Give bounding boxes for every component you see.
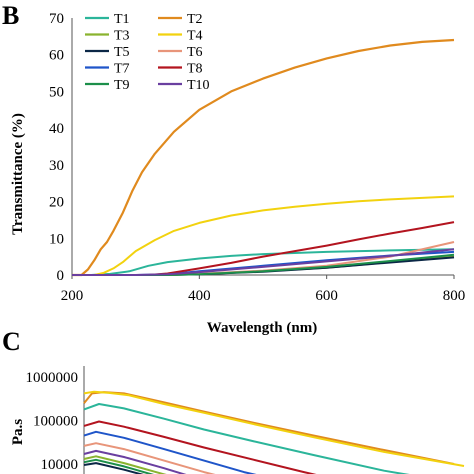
chart-b-ytick-label: 70 xyxy=(49,11,64,27)
chart-b-series-t6 xyxy=(72,241,455,276)
chart-b-xlabel: Wavelength (nm) xyxy=(207,320,317,336)
chart-c-ytick-label: 1000000 xyxy=(26,370,79,386)
chart-c-series-line xyxy=(83,462,144,474)
chart-b-ytick-label: 30 xyxy=(49,158,64,174)
legend-label-t4: T4 xyxy=(187,29,203,44)
chart-c-series-line xyxy=(83,403,410,474)
chart-b-ytick-label: 20 xyxy=(49,195,64,211)
chart-b-ytick-label: 0 xyxy=(57,268,65,284)
legend-label-t10: T10 xyxy=(187,78,210,93)
chart-c-series-line xyxy=(83,430,257,474)
chart-b-xtick-label: 600 xyxy=(315,288,338,304)
chart-c-series-line xyxy=(83,458,155,474)
chart-c-ylabel: Pa.s xyxy=(10,419,26,445)
legend-label-t5: T5 xyxy=(114,45,130,60)
legend-label-t2: T2 xyxy=(187,12,203,27)
chart-b-series-t4 xyxy=(72,195,455,276)
chart-c-ytick-label: 100000 xyxy=(33,414,78,430)
chart-b-xtick-label: 400 xyxy=(188,288,211,304)
legend-label-t1: T1 xyxy=(114,12,130,27)
chart-b-ytick-label: 50 xyxy=(49,84,64,100)
chart-c-series-line xyxy=(83,455,167,474)
legend-label-t6: T6 xyxy=(187,45,203,60)
chart-b-xtick-label: 800 xyxy=(443,288,466,304)
chart-b-series-t10 xyxy=(72,248,455,276)
legend-label-t7: T7 xyxy=(114,62,130,77)
chart-c-series-line xyxy=(83,449,187,474)
chart-b-ytick-label: 40 xyxy=(49,121,64,137)
chart-b-ytick-label: 60 xyxy=(49,48,64,64)
chart-b: 0 10 20 30 40 50 60 70 200 400 600 800 T1 T2 T3 T4 T5 T6 T… xyxy=(49,11,465,304)
legend-label-t9: T9 xyxy=(114,78,130,93)
chart-b-xtick-label: 200 xyxy=(61,288,84,304)
chart-b-ytick-label: 10 xyxy=(49,231,64,247)
chart-c: 10000 100000 1000000 xyxy=(26,366,465,474)
panel-b-letter: B xyxy=(2,1,19,30)
chart-c-series-line xyxy=(83,420,317,474)
panel-c-letter: C xyxy=(2,327,21,356)
chart-b-series-t2 xyxy=(72,38,455,277)
chart-b-ylabel: Transmittance (%) xyxy=(10,113,26,235)
chart-c-series-line xyxy=(83,390,465,467)
chart-c-ytick-label: 10000 xyxy=(41,457,79,473)
legend-label-t3: T3 xyxy=(114,29,130,44)
legend-label-t8: T8 xyxy=(187,62,203,77)
